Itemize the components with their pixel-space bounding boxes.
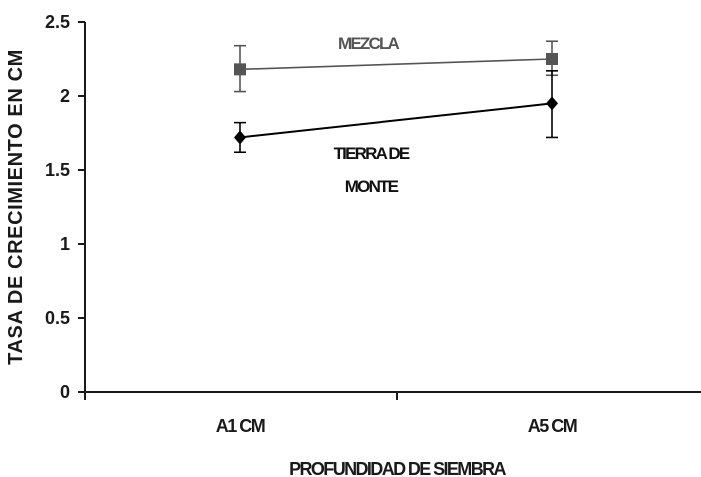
- y-axis: 0 0.5 1 1.5 2 2.5: [45, 12, 86, 402]
- y-tick-label-0: 0: [60, 382, 70, 402]
- y-axis-title: TASA DE CRECIMIENTO EN CM: [5, 49, 27, 365]
- y-tick-label-1: 0.5: [45, 308, 70, 328]
- x-axis: A1 CM A5 CM: [84, 391, 701, 436]
- series-labels: MEZCLA TIERRA DE MONTE: [334, 34, 412, 196]
- y-tick-label-3: 1.5: [45, 160, 70, 180]
- x-tick-label-1: A5 CM: [528, 416, 577, 436]
- data-point-1-0: [234, 130, 246, 145]
- series-layer: [234, 40, 558, 154]
- data-point-1-1: [546, 96, 558, 111]
- data-point-0-0: [234, 63, 246, 76]
- series-line-0: [239, 58, 553, 71]
- series-0: [234, 40, 558, 93]
- y-tick-label-2: 1: [60, 234, 70, 254]
- x-axis-title: PROFUNDIDAD DE SIEMBRA: [289, 459, 506, 477]
- series-label-tierra-de-monte-line1: TIERRA DE: [334, 144, 410, 163]
- y-tick-label-4: 2: [60, 86, 70, 106]
- series-line-1: [239, 102, 553, 139]
- y-tick-label-5: 2.5: [45, 12, 70, 32]
- series-label-tierra-de-monte-line2: MONTE: [345, 177, 399, 196]
- x-tick-label-0: A1 CM: [216, 416, 265, 436]
- series-label-mezcla: MEZCLA: [338, 34, 400, 53]
- data-point-0-1: [546, 53, 558, 65]
- series-1: [234, 70, 558, 154]
